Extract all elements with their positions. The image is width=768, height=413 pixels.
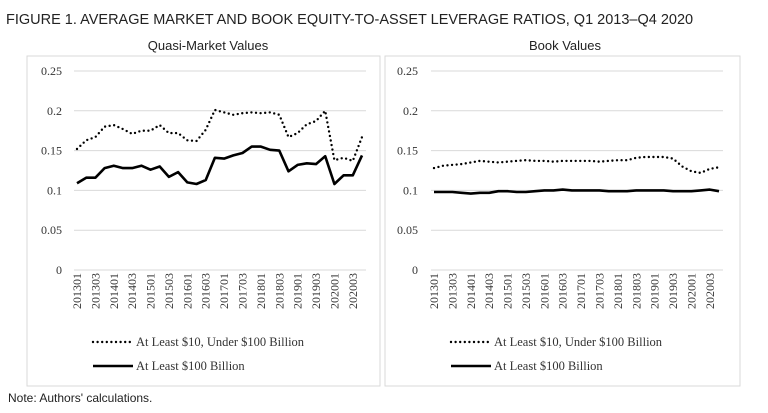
x-tick-label: 202001 [684,273,698,309]
panel-title: Book Values [529,38,602,53]
x-tick-label: 201303 [445,273,459,309]
y-tick-label: 0 [412,263,418,277]
x-tick-label: 201403 [482,273,496,309]
x-tick-label: 201703 [235,273,249,309]
x-tick-label: 201401 [464,273,478,309]
x-tick-label: 201401 [107,273,121,309]
series-line-mid-size-banks [75,108,364,163]
legend-label: At Least $100 Billion [494,359,603,373]
y-tick-label: 0.2 [403,104,418,118]
x-tick-label: 201903 [666,273,680,309]
x-tick-label: 201903 [309,273,323,309]
x-tick-label: 201301 [70,273,84,309]
x-tick-label: 201801 [611,273,625,309]
x-tick-label: 201603 [199,273,213,309]
note: Note: Authors' calculations. [8,391,152,405]
chart-panel-1: Quasi-Market Values 0 0.05 0.1 0.15 0.2 0.25 20… [26,38,381,387]
x-tick-label: 201403 [125,273,139,309]
legend-label: At Least $10, Under $100 Billion [136,335,305,349]
chart-panel-2: Book Values 0 0.05 0.1 0.15 0.2 0.25 201301 2013… [384,38,741,387]
y-tick-label: 0.05 [41,223,62,237]
y-tick-label: 0.1 [403,183,418,197]
x-tick-label: 201801 [254,273,268,309]
x-tick-label: 201601 [537,273,551,309]
y-tick-label: 0.05 [397,223,418,237]
y-tick-label: 0.25 [397,64,418,78]
x-tick-label: 202003 [703,273,717,309]
legend-label: At Least $100 Billion [136,359,245,373]
y-tick-label: 0 [56,263,62,277]
x-tick-label: 201701 [217,273,231,309]
x-tick-label: 201501 [501,273,515,309]
x-tick-label: 201901 [648,273,662,309]
x-tick-label: 201503 [162,273,176,309]
x-tick-label: 201301 [427,273,441,309]
y-tick-label: 0.15 [41,144,62,158]
x-tick-label: 201303 [88,273,102,309]
y-tick-label: 0.15 [397,144,418,158]
x-tick-label: 201901 [291,273,305,309]
figure-title: FIGURE 1. AVERAGE MARKET AND BOOK EQUITY… [6,12,693,28]
series-line-mid-size-banks [432,155,721,175]
panel-title: Quasi-Market Values [148,38,269,53]
x-tick-label: 201503 [519,273,533,309]
x-tick-label: 201703 [592,273,606,309]
x-tick-label: 201603 [556,273,570,309]
y-tick-label: 0.25 [41,64,62,78]
legend-label: At Least $10, Under $100 Billion [494,335,663,349]
x-tick-label: 201601 [180,273,194,309]
series-line-large-banks [434,188,720,195]
x-tick-label: 201501 [144,273,158,309]
x-tick-label: 202001 [327,273,341,309]
series-line-large-banks [76,145,364,186]
x-tick-label: 202003 [346,273,360,309]
y-tick-label: 0.2 [47,104,62,118]
y-tick-label: 0.1 [47,183,62,197]
x-tick-label: 201803 [629,273,643,309]
x-tick-label: 201701 [574,273,588,309]
x-tick-label: 201803 [272,273,286,309]
